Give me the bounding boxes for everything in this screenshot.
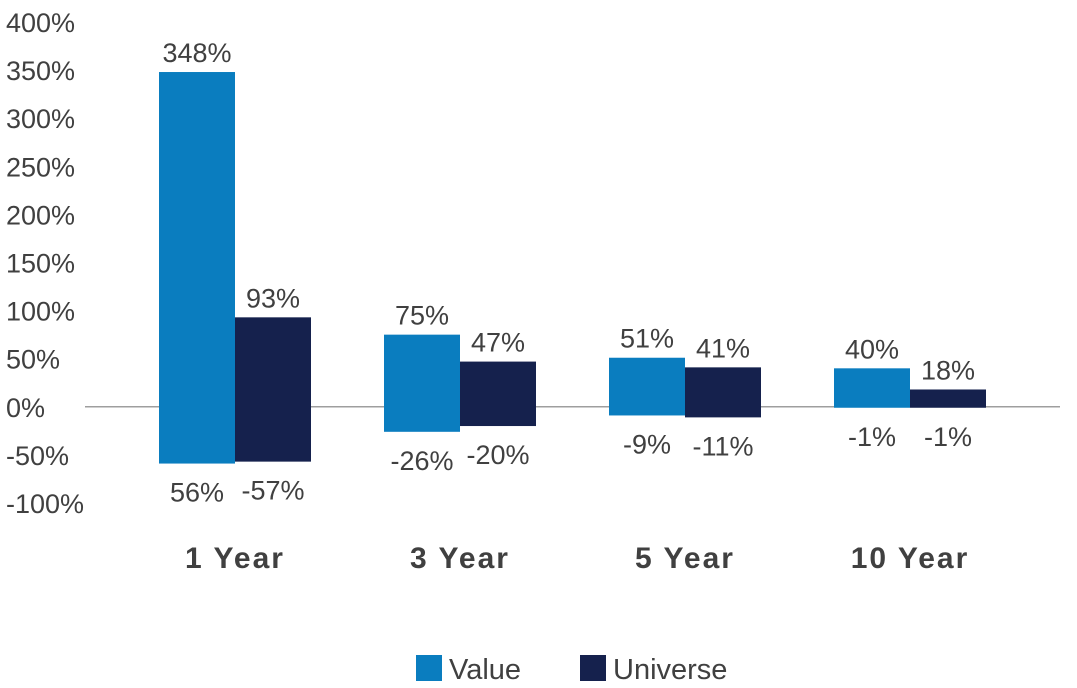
data-label-low: -20%	[466, 440, 529, 470]
y-tick-label: 50%	[6, 345, 60, 375]
legend-swatch-value	[416, 655, 442, 681]
data-label-high: 348%	[162, 38, 231, 68]
y-tick-label: 400%	[6, 8, 75, 38]
data-label-low: -26%	[390, 446, 453, 476]
data-label-low: -57%	[241, 476, 304, 506]
legend-label-value: Value	[449, 654, 521, 686]
legend-label-universe: Universe	[613, 654, 727, 686]
x-category-label: 1 Year	[185, 542, 285, 575]
data-label-low: 56%	[170, 478, 224, 508]
y-tick-label: 300%	[6, 104, 75, 134]
data-label-low: -1%	[848, 422, 896, 452]
data-label-high: 40%	[845, 334, 899, 364]
bar-value-2	[609, 357, 685, 416]
bars	[159, 72, 986, 464]
bar-value-1	[384, 334, 460, 432]
data-label-high: 18%	[921, 355, 975, 385]
legend: Value Universe	[416, 654, 727, 686]
y-tick-label: 100%	[6, 297, 75, 327]
bar-universe-1	[460, 361, 536, 427]
data-label-low: -9%	[623, 429, 671, 459]
bar-universe-2	[685, 367, 761, 418]
x-category-label: 3 Year	[410, 542, 510, 575]
y-tick-label: 200%	[6, 200, 75, 230]
x-axis: 1 Year 3 Year 5 Year 10 Year	[185, 542, 970, 575]
y-axis: 400% 350% 300% 250% 200% 150% 100% 50% 0% -50% -10…	[6, 8, 84, 519]
data-label-high: 51%	[620, 324, 674, 354]
x-category-label: 10 Year	[851, 542, 970, 575]
data-label-high: 93%	[246, 283, 300, 313]
data-label-low: -11%	[692, 431, 753, 461]
data-labels: 348% 56% 93% -57% 75% -26% 47% -20% 51% -9% 41% -11…	[162, 38, 975, 508]
bar-universe-3	[910, 389, 986, 408]
y-tick-label: 150%	[6, 249, 75, 279]
bar-value-3	[834, 368, 910, 408]
data-label-high: 41%	[696, 333, 750, 363]
legend-swatch-universe	[580, 655, 606, 681]
data-label-high: 75%	[395, 301, 449, 331]
y-tick-label: -100%	[6, 489, 84, 519]
data-label-low: -1%	[924, 422, 972, 452]
y-tick-label: 350%	[6, 56, 75, 86]
data-label-high: 47%	[471, 328, 525, 358]
x-category-label: 5 Year	[635, 542, 735, 575]
y-tick-label: -50%	[6, 441, 69, 471]
bar-universe-0	[235, 317, 311, 462]
y-tick-label: 250%	[6, 152, 75, 182]
y-tick-label: 0%	[6, 393, 45, 423]
bar-value-0	[159, 72, 235, 464]
